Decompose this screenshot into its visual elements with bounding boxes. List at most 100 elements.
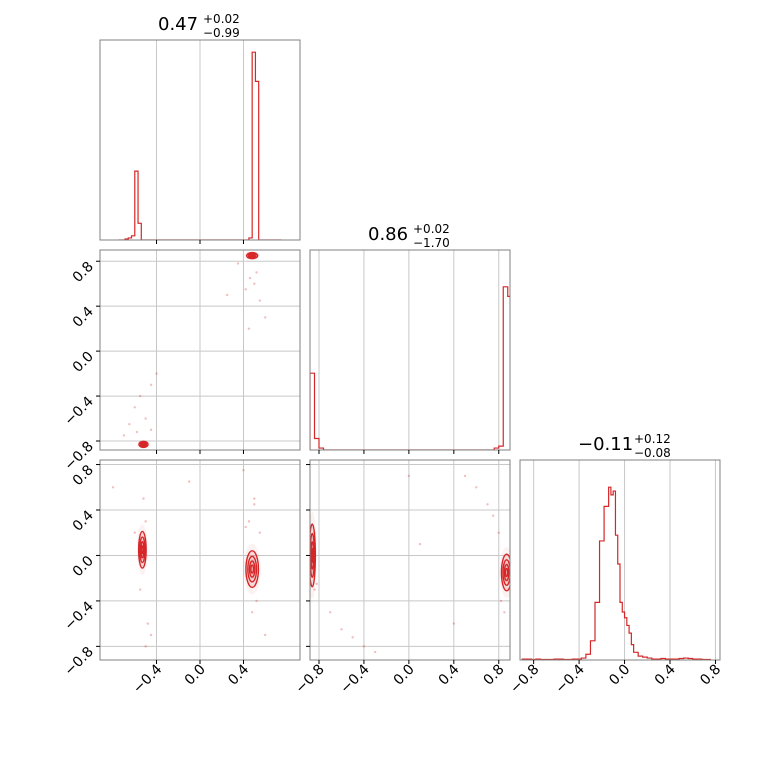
pair-2-point-7 [463,474,467,478]
pair-1-cluster-0-contour-1 [139,536,146,564]
pair-2-clip [310,474,510,654]
xlabel-col2-3: 0.4 [652,661,679,688]
hist-0-title-value: 0.47 [158,14,198,35]
pair-0-cluster-1-contour-1 [139,441,148,448]
ylabel-row2-2: 0.0 [70,553,97,580]
hist-1-clip [310,286,510,450]
hist-0-steps [118,51,282,240]
pair-0-point-10 [155,372,158,375]
hist-0-clip [118,51,282,240]
xlabel-col1-1: −0.4 [337,661,372,696]
pair-2-frame [309,459,511,661]
pair-0-point-1 [244,288,247,291]
pair-2-point-4 [351,636,354,639]
hist-2-title-plus: +0.12 [634,432,671,446]
pair-1-point-7 [253,497,256,500]
pair-0-point-14 [149,428,153,431]
hist-panel-0: 0.47 +0.02−0.99 [99,12,301,244]
pair-0-point-7 [144,417,147,420]
pair-2-point-5 [362,645,366,648]
pair-2-point-12 [452,622,456,625]
ylabel-row2-0: −0.8 [61,644,96,679]
xlabel-col2-1: −0.4 [553,661,588,696]
pair-1-point-5 [133,531,136,534]
pair-panel-1-0 [96,249,301,454]
pair-0-point-9 [133,406,136,409]
pair-0-point-13 [139,394,142,398]
hist-2-title-minus: −0.08 [634,446,671,460]
xlabel-col2-4: 0.8 [697,662,724,689]
hist-1-title-value: 0.86 [368,224,408,245]
pair-1-point-12 [242,469,245,472]
pair-0-point-5 [264,316,267,319]
hist-1-title-minus: −1.70 [413,236,450,250]
xlabel-col2-0: −0.8 [507,662,542,697]
xlabel-col1-0: −0.8 [292,662,327,697]
pair-0-point-0 [253,282,256,285]
xlabel-col0-0: −0.4 [130,661,165,696]
pair-0-cluster-1-contour-0 [138,440,149,449]
pair-2-point-2 [329,611,332,614]
pair-1-point-10 [255,599,258,603]
pair-1-point-1 [139,588,142,591]
xlabel-col0-2: 0.4 [225,661,252,688]
ylabel-row1-2: 0.0 [70,349,97,376]
pair-1-point-4 [149,633,153,637]
pair-panel-2-0 [96,459,301,664]
pair-1-point-16 [111,486,115,489]
pair-2-cluster-1-contour-1 [502,559,510,586]
pair-0-point-16 [248,276,252,280]
hist-panel-2: −0.11 +0.12−0.08 [519,432,721,664]
pair-1-point-6 [144,645,147,648]
pair-2-cluster-1-contour-0 [500,553,510,592]
pair-1-point-11 [250,611,254,614]
pair-0-point-6 [247,327,251,330]
pair-0-point-12 [128,422,131,426]
pair-2-point-1 [315,582,318,586]
pair-0-point-17 [135,430,139,434]
pair-0-clip [122,251,267,449]
pair-2-point-11 [497,531,500,534]
pair-1-cluster-0-contour-2 [140,541,145,559]
pair-2-point-16 [407,474,411,478]
pair-1-point-15 [244,525,247,529]
pair-1-point-9 [258,531,261,534]
pair-1-cluster-1-contour-0 [245,550,260,589]
hist-1-steps [310,286,510,450]
pair-1-point-13 [264,633,267,637]
hist-2-clip [521,486,711,660]
pair-1-cluster-1-contour-1 [247,555,258,583]
pair-1-cluster-0-contour-3 [140,545,144,555]
pair-0-cluster-0-contour-1 [247,252,257,259]
pair-2-point-9 [486,503,489,506]
pair-2-point-8 [475,486,478,489]
pair-1-point-0 [144,520,147,523]
hist-2-steps [521,486,711,660]
ylabel-row1-1: −0.4 [61,394,96,429]
ylabel-row2-3: 0.4 [70,507,97,534]
pair-2-point-17 [418,542,422,546]
ylabel-row1-4: 0.8 [70,259,97,286]
hist-1-frame [309,249,511,451]
ylabel-row1-3: 0.4 [70,304,97,331]
xlabel-col1-3: 0.4 [436,661,463,688]
pair-2-cluster-1-contour-3 [504,567,509,578]
pair-1-cluster-0-contour-0 [137,530,147,569]
pair-2-point-13 [499,599,503,603]
pair-2-point-3 [340,628,343,631]
pair-2-point-14 [503,611,506,614]
pair-1-cluster-1-contour-3 [250,564,255,574]
pair-0-cluster-0-contour-3 [250,254,255,257]
pair-1-point-8 [247,520,251,523]
hist-2-frame [519,459,721,661]
pair-0-point-3 [236,262,240,265]
pair-0-point-4 [225,293,229,297]
pair-0-point-11 [122,434,126,437]
pair-2-cluster-0-contour-0 [310,523,317,588]
xlabel-col0-1: 0.0 [182,662,209,689]
pair-2-cluster-0-contour-3 [310,547,314,563]
pair-panel-2-1 [306,459,511,664]
hist-0-title-plus: +0.02 [203,12,240,26]
xlabel-col2-2: 0.0 [606,662,633,689]
